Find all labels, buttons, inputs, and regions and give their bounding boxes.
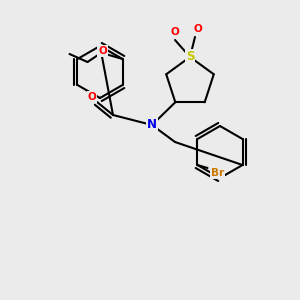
Text: N: N <box>147 118 157 131</box>
Text: O: O <box>88 92 96 102</box>
Text: O: O <box>98 46 107 56</box>
Text: Br: Br <box>211 168 224 178</box>
Text: S: S <box>186 50 194 64</box>
Text: O: O <box>171 27 179 37</box>
Text: O: O <box>194 24 202 34</box>
